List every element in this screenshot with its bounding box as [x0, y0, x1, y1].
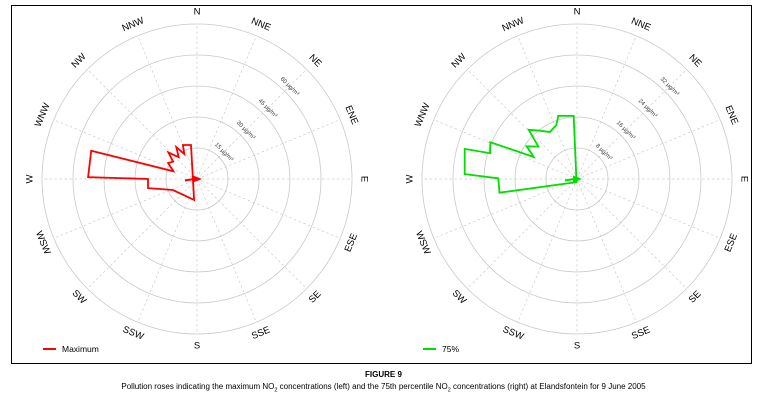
direction-label: NE: [307, 52, 324, 69]
direction-label: SE: [687, 289, 704, 306]
grid-spoke: [576, 119, 721, 180]
direction-label: SSE: [630, 325, 652, 342]
grid-spoke: [87, 69, 198, 180]
grid-spoke: [467, 69, 578, 180]
grid-spoke: [576, 69, 687, 180]
grid-circle: [452, 54, 702, 304]
direction-label: S: [194, 341, 200, 352]
grid-spoke: [196, 119, 341, 180]
caption-text-pre: Pollution roses indicating the maximum N…: [121, 382, 275, 391]
direction-label: W: [25, 174, 36, 183]
direction-label: ENE: [722, 104, 740, 126]
figure-caption: Pollution roses indicating the maximum N…: [0, 382, 767, 394]
direction-label: SW: [70, 288, 89, 307]
legend-swatch-75th: [423, 348, 436, 350]
direction-label: NNE: [630, 16, 653, 34]
legend-75th-percentile: 75%: [423, 344, 459, 354]
grid-circle: [483, 85, 671, 273]
grid-circle: [41, 23, 353, 335]
rose-outline: [463, 114, 578, 194]
direction-label: SE: [307, 289, 324, 306]
grid-circle: [103, 85, 291, 273]
direction-label: NNW: [501, 15, 526, 34]
direction-label: WSW: [33, 230, 52, 257]
grid-spoke: [196, 178, 307, 289]
grid-spoke: [576, 178, 637, 323]
direction-label: NW: [69, 51, 88, 70]
grid-spoke: [87, 178, 198, 289]
direction-label: W: [405, 174, 416, 183]
figure-label: FIGURE 9: [365, 370, 402, 379]
direction-label: WSW: [413, 230, 432, 257]
direction-label: S: [574, 341, 580, 352]
grid-spoke: [517, 178, 578, 323]
direction-label: SW: [450, 288, 469, 307]
grid-spoke: [137, 178, 198, 323]
grid-spoke: [137, 35, 198, 180]
direction-label: NNW: [121, 15, 146, 34]
grid-spoke: [196, 178, 341, 239]
grid-spoke: [196, 178, 257, 323]
grid-spoke: [196, 35, 257, 180]
grid-spoke: [576, 35, 637, 180]
legend-maximum: Maximum: [43, 344, 99, 354]
center-arrow-tail: [564, 178, 575, 182]
direction-label: WNW: [33, 102, 53, 129]
direction-label: SSW: [121, 324, 145, 342]
grid-circle: [421, 23, 733, 335]
direction-label: N: [194, 7, 201, 18]
direction-label: NW: [449, 51, 468, 70]
direction-label: ESE: [343, 232, 360, 254]
grid-spoke: [433, 119, 578, 180]
legend-swatch-maximum: [43, 348, 56, 350]
grid-circle: [72, 54, 322, 304]
caption-subscript: 2: [447, 387, 451, 394]
legend-label-75th: 75%: [442, 344, 460, 354]
grid-spoke: [576, 178, 687, 289]
grid-spoke: [576, 178, 721, 239]
grid-spoke: [53, 178, 198, 239]
grid-spoke: [196, 69, 307, 180]
caption-subscript: 2: [274, 387, 278, 394]
ring-label: 16 µg/m³: [615, 120, 636, 141]
caption-block: FIGURE 9 Pollution roses indicating the …: [0, 370, 767, 394]
caption-text-post: concentrations (right) at Elandsfontein …: [450, 382, 646, 391]
center-arrow-icon: [573, 175, 582, 183]
direction-label: NNE: [250, 16, 273, 34]
rose-outline: [87, 144, 196, 202]
direction-label: E: [738, 176, 749, 182]
direction-label: SSW: [501, 324, 525, 342]
direction-label: E: [358, 176, 369, 182]
direction-label: WNW: [413, 102, 433, 129]
grid-spoke: [467, 178, 578, 289]
direction-label: ENE: [342, 104, 360, 126]
ring-label: 24 µg/m³: [637, 98, 658, 119]
grid-spoke: [53, 119, 198, 180]
center-arrow-icon: [193, 175, 202, 183]
caption-text-mid: concentrations (left) and the 75th perce…: [277, 382, 448, 391]
grid-spoke: [517, 35, 578, 180]
direction-label: ESE: [723, 232, 740, 254]
direction-label: SSE: [250, 325, 272, 342]
grid-spoke: [433, 178, 578, 239]
legend-label-maximum: Maximum: [62, 344, 99, 354]
center-arrow-tail: [184, 178, 195, 182]
direction-label: N: [574, 7, 581, 18]
direction-label: NE: [687, 52, 704, 69]
